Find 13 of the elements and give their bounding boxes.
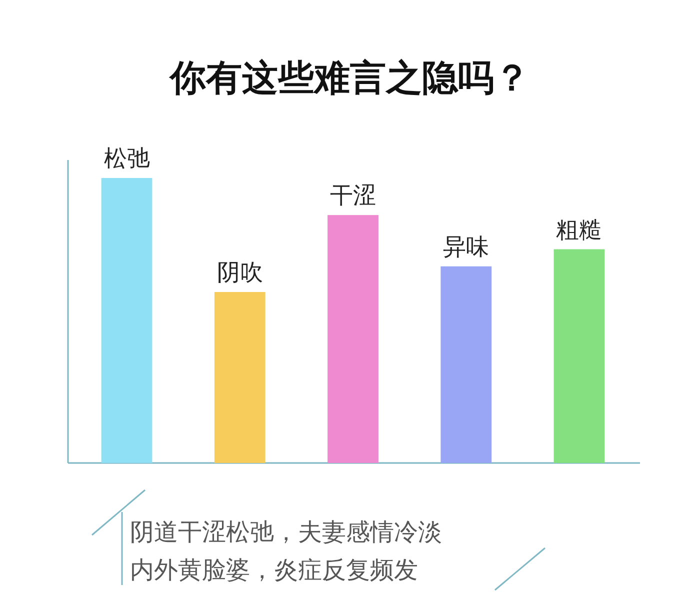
x-tick-label: 松弛 xyxy=(104,146,150,172)
chart-title: 你有这些难言之隐吗？ xyxy=(168,58,530,99)
bar xyxy=(101,178,152,463)
x-tick-label: 异味 xyxy=(443,234,490,260)
x-tick-label: 阴吹 xyxy=(216,260,263,286)
bar xyxy=(440,266,492,463)
x-tick-label: 干涩 xyxy=(330,183,376,210)
text: 内外黄脸婆，炎症反复频发 xyxy=(130,556,418,584)
bar xyxy=(554,249,605,463)
bar xyxy=(214,292,266,463)
text: 阴道干涩松弛，夫妻感情冷淡 xyxy=(130,518,442,546)
bar xyxy=(328,215,378,463)
x-tick-label: 粗糙 xyxy=(556,217,602,244)
